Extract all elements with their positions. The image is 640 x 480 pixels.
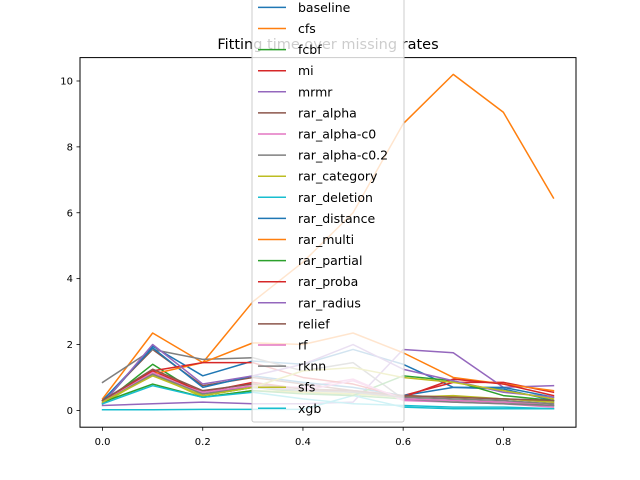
- legend-item-cfs: cfs: [258, 21, 316, 36]
- legend-item-rknn: rknn: [258, 359, 326, 374]
- legend-item-sfs: sfs: [258, 380, 315, 395]
- legend-label: sfs: [298, 380, 315, 395]
- legend-item-rar_proba: rar_proba: [258, 274, 358, 289]
- legend-item-fcbf: fcbf: [258, 42, 322, 57]
- y-tick-label: 4: [67, 274, 73, 285]
- x-tick-label: 0.0: [95, 437, 111, 448]
- legend-label: rar_category: [298, 169, 378, 184]
- legend-box: [251, 0, 405, 423]
- legend-label: rknn: [298, 359, 326, 374]
- legend-item-rar_distance: rar_distance: [258, 211, 375, 226]
- legend-label: mi: [298, 63, 314, 78]
- x-tick-label: 0.4: [295, 437, 311, 448]
- legend-item-rf: rf: [258, 338, 308, 353]
- legend-item-mrmr: mrmr: [258, 84, 333, 99]
- legend-label: rar_radius: [298, 295, 361, 310]
- legend-label: rar_deletion: [298, 190, 373, 205]
- legend-label: rar_alpha: [298, 105, 357, 120]
- legend-item-baseline: baseline: [258, 0, 351, 15]
- legend-label: rar_multi: [298, 232, 354, 247]
- legend-label: baseline: [298, 0, 351, 15]
- legend-item-rar_alpha-c0: rar_alpha-c0: [258, 127, 376, 142]
- legend-item-xgb: xgb: [258, 401, 321, 416]
- y-tick-label: 2: [67, 340, 73, 351]
- legend-item-rar_partial: rar_partial: [258, 253, 362, 268]
- y-tick-label: 6: [67, 208, 73, 219]
- legend-label: rf: [298, 338, 308, 353]
- legend-label: rar_proba: [298, 274, 358, 289]
- x-tick-label: 0.2: [195, 437, 211, 448]
- legend-label: rar_alpha-c0.2: [298, 148, 388, 163]
- legend-item-relief: relief: [258, 316, 330, 331]
- legend-label: cfs: [298, 21, 316, 36]
- legend-label: relief: [298, 316, 330, 331]
- legend-label: rar_alpha-c0: [298, 127, 376, 142]
- legend-label: rar_partial: [298, 253, 362, 268]
- legend-items: baseline cfs fcbf mi mrmr rar_alpha rar_alpha-…: [258, 0, 388, 416]
- legend-item-rar_category: rar_category: [258, 169, 378, 184]
- x-tick-label: 0.8: [495, 437, 511, 448]
- legend-item-rar_multi: rar_multi: [258, 232, 354, 247]
- legend: baseline cfs fcbf mi mrmr rar_alpha rar_alpha-…: [251, 0, 405, 423]
- legend-label: xgb: [298, 401, 321, 416]
- y-axis: 0 2 4 6 8 10: [60, 76, 80, 417]
- y-tick-label: 0: [67, 406, 73, 417]
- legend-label: rar_distance: [298, 211, 375, 226]
- x-axis: 0.0 0.2 0.4 0.6 0.8: [95, 427, 511, 448]
- legend-label: mrmr: [298, 84, 333, 99]
- legend-item-mi: mi: [258, 63, 314, 78]
- legend-label: fcbf: [298, 42, 322, 57]
- y-tick-label: 8: [67, 142, 73, 153]
- y-tick-label: 10: [60, 76, 73, 87]
- x-tick-label: 0.6: [395, 437, 411, 448]
- legend-item-rar_alpha: rar_alpha: [258, 105, 357, 120]
- legend-item-rar_alpha-c0.2: rar_alpha-c0.2: [258, 148, 388, 163]
- legend-item-rar_radius: rar_radius: [258, 295, 361, 310]
- legend-item-rar_deletion: rar_deletion: [258, 190, 373, 205]
